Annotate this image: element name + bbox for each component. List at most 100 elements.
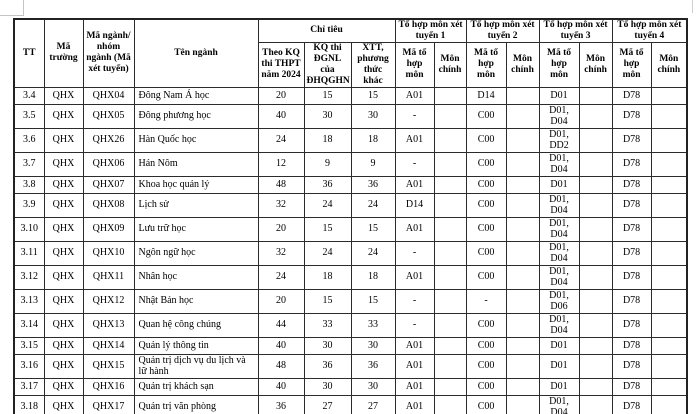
cropped-line-artifact — [692, 0, 693, 13]
cell-quota-thpt: 12 — [257, 151, 305, 177]
cell-quota-thpt: 36 — [257, 394, 305, 414]
cell-combo-code-1: - — [394, 151, 435, 177]
table-row: 3.6 QHX QHX26 Hàn Quốc học 24 18 18 A01 … — [13, 127, 688, 153]
col-header-mon-chinh-1: Môn chính — [433, 41, 467, 88]
cell-main-subject-2 — [505, 103, 540, 129]
cell-main-subject-3 — [578, 240, 613, 266]
cell-combo-code-4: D78 — [611, 175, 652, 194]
cell-combo-code-3: D01, D04 — [538, 151, 580, 177]
cell-combo-code-3: D01, D06 — [538, 288, 580, 314]
table-row: 3.14 QHX QHX13 Quan hệ công chúng 44 33 … — [13, 312, 688, 338]
cell-quota-other: 24 — [350, 240, 396, 266]
cell-major-name: Hán Nôm — [133, 151, 259, 177]
cell-combo-code-2: C00 — [465, 336, 507, 355]
cell-main-subject-2 — [505, 175, 540, 194]
cell-major-code: QHX04 — [82, 86, 135, 105]
col-header-mon-chinh-2: Môn chính — [505, 41, 540, 88]
cell-combo-code-4: D78 — [611, 216, 652, 242]
cell-combo-code-1: A01 — [394, 377, 435, 396]
cell-main-subject-3 — [578, 86, 613, 105]
cell-quota-dgnl: 24 — [303, 192, 352, 218]
col-header-ten-nganh: Tên ngành — [133, 18, 259, 88]
table-row: 3.16 QHX QHX15 Quản trị dịch vụ du lịch … — [13, 353, 688, 379]
cell-main-subject-1 — [433, 192, 467, 218]
cell-quota-dgnl: 36 — [303, 353, 352, 379]
cell-quota-other: 36 — [350, 353, 396, 379]
cell-major-code: QHX09 — [82, 216, 135, 242]
col-header-ma-truong: Mã trường — [43, 18, 84, 88]
cell-major-name: Đông Nam Á học — [133, 86, 259, 105]
col-header-to-hop-1: Tổ hợp môn xét tuyển 1 — [394, 18, 467, 43]
cell-major-name: Quản lý thông tin — [133, 336, 259, 355]
cell-school-code: QHX — [43, 264, 84, 290]
cell-quota-other: 24 — [350, 192, 396, 218]
cell-major-code: QHX06 — [82, 151, 135, 177]
table-row: 3.5 QHX QHX05 Đông phương học 40 30 30 -… — [13, 103, 688, 129]
cell-quota-thpt: 24 — [257, 264, 305, 290]
cell-main-subject-2 — [505, 312, 540, 338]
cell-school-code: QHX — [43, 192, 84, 218]
cell-quota-thpt: 20 — [257, 216, 305, 242]
cell-quota-thpt: 40 — [257, 103, 305, 129]
cell-main-subject-1 — [433, 240, 467, 266]
col-header-ma-to-hop-4: Mã tổ hợp môn — [611, 41, 652, 88]
table-row: 3.17 QHX QHX16 Quản trị khách sạn 40 30 … — [13, 377, 688, 396]
cell-combo-code-4: D78 — [611, 127, 652, 153]
cell-quota-thpt: 48 — [257, 353, 305, 379]
col-header-mon-chinh-4: Môn chính — [650, 41, 688, 88]
cell-quota-thpt: 20 — [257, 86, 305, 105]
cell-school-code: QHX — [43, 175, 84, 194]
cell-quota-other: 27 — [350, 394, 396, 414]
cell-main-subject-1 — [433, 103, 467, 129]
cell-combo-code-2: D14 — [465, 86, 507, 105]
cell-main-subject-2 — [505, 288, 540, 314]
col-header-tt: TT — [13, 18, 45, 88]
cell-major-name: Nhân học — [133, 264, 259, 290]
cell-main-subject-4 — [650, 175, 688, 194]
cell-combo-code-4: D78 — [611, 151, 652, 177]
cell-quota-thpt: 48 — [257, 175, 305, 194]
cell-main-subject-4 — [650, 312, 688, 338]
cell-main-subject-4 — [650, 103, 688, 129]
cell-quota-other: 30 — [350, 336, 396, 355]
cell-major-code: QHX17 — [82, 394, 135, 414]
cell-main-subject-2 — [505, 127, 540, 153]
cell-main-subject-4 — [650, 336, 688, 355]
cell-stt: 3.6 — [13, 127, 45, 153]
table-row: 3.15 QHX QHX14 Quản lý thông tin 40 30 3… — [13, 336, 688, 355]
cell-major-name: Nhật Bản học — [133, 288, 259, 314]
table-row: 3.18 QHX QHX17 Quản trị văn phòng 36 27 … — [13, 394, 688, 414]
cell-combo-code-3: D01, D04 — [538, 394, 580, 414]
cell-stt: 3.4 — [13, 86, 45, 105]
table-row: 3.9 QHX QHX08 Lịch sử 32 24 24 D14 C00 D… — [13, 192, 688, 218]
cell-combo-code-1: D14 — [394, 192, 435, 218]
cell-quota-dgnl: 36 — [303, 175, 352, 194]
cell-main-subject-3 — [578, 151, 613, 177]
cell-main-subject-1 — [433, 336, 467, 355]
table-row: 3.10 QHX QHX09 Lưu trữ học 20 15 15 A01 … — [13, 216, 688, 242]
cell-combo-code-1: A01 — [394, 264, 435, 290]
table-row: 3.11 QHX QHX10 Ngôn ngữ học 32 24 24 - C… — [13, 240, 688, 266]
cell-quota-other: 33 — [350, 312, 396, 338]
cell-main-subject-3 — [578, 127, 613, 153]
cell-quota-other: 9 — [350, 151, 396, 177]
col-header-ma-to-hop-2: Mã tổ hợp môn — [465, 41, 507, 88]
cell-combo-code-1: - — [394, 288, 435, 314]
cell-combo-code-1: A01 — [394, 86, 435, 105]
cell-main-subject-3 — [578, 192, 613, 218]
cell-quota-dgnl: 33 — [303, 312, 352, 338]
cell-combo-code-4: D78 — [611, 377, 652, 396]
cell-major-name: Quản trị văn phòng — [133, 394, 259, 414]
cropped-box-artifact — [0, 0, 24, 16]
cell-main-subject-4 — [650, 240, 688, 266]
cell-main-subject-1 — [433, 151, 467, 177]
table-row: 3.8 QHX QHX07 Khoa học quản lý 48 36 36 … — [13, 175, 688, 194]
cell-combo-code-2: C00 — [465, 127, 507, 153]
cell-main-subject-2 — [505, 216, 540, 242]
cell-combo-code-3: D01 — [538, 377, 580, 396]
cell-quota-other: 15 — [350, 86, 396, 105]
cell-main-subject-4 — [650, 377, 688, 396]
cell-stt: 3.7 — [13, 151, 45, 177]
table-row: 3.7 QHX QHX06 Hán Nôm 12 9 9 - C00 D01, … — [13, 151, 688, 177]
